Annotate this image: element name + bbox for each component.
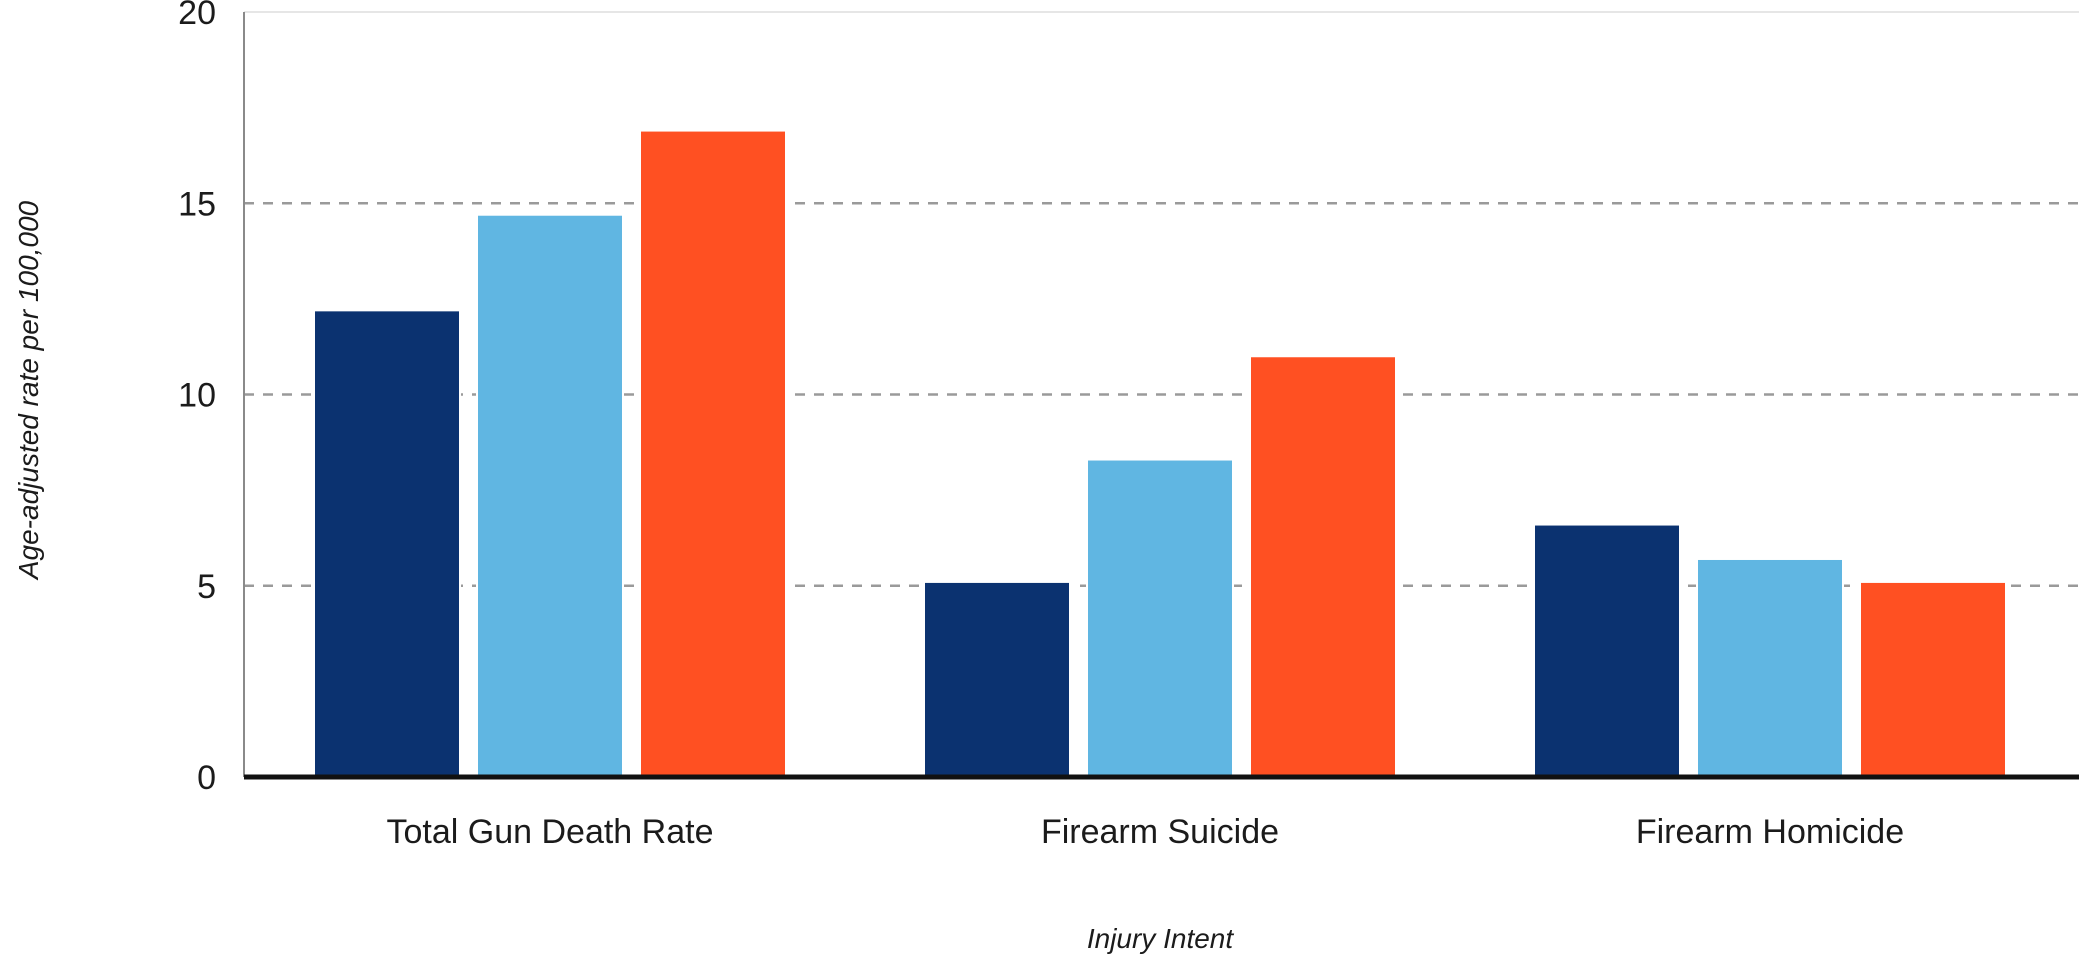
y-tick-label: 5 xyxy=(197,568,216,606)
y-tick-label: 10 xyxy=(178,377,216,415)
bar xyxy=(1249,355,1397,778)
y-axis-ticks: 0 5 10 15 20 xyxy=(178,0,216,797)
x-tick-label: Firearm Homicide xyxy=(1636,813,1904,851)
bars xyxy=(313,129,2007,779)
y-tick-label: 20 xyxy=(178,0,216,32)
bar xyxy=(1086,458,1234,778)
y-tick-label: 15 xyxy=(178,185,216,223)
bar xyxy=(476,213,624,779)
category-labels: Total Gun Death Rate Firearm Suicide Firea… xyxy=(387,813,1905,851)
bar xyxy=(313,309,461,778)
bar xyxy=(1533,523,1681,778)
x-tick-label: Total Gun Death Rate xyxy=(387,813,714,851)
y-tick-label: 0 xyxy=(197,759,216,797)
bar xyxy=(1696,557,1844,778)
bar xyxy=(639,129,787,778)
x-tick-label: Firearm Suicide xyxy=(1041,813,1279,851)
x-axis-title: Injury Intent xyxy=(1087,923,1235,954)
y-axis-title: Age-adjusted rate per 100,000 xyxy=(13,200,44,581)
bar xyxy=(923,580,1071,778)
bar xyxy=(1859,580,2007,778)
